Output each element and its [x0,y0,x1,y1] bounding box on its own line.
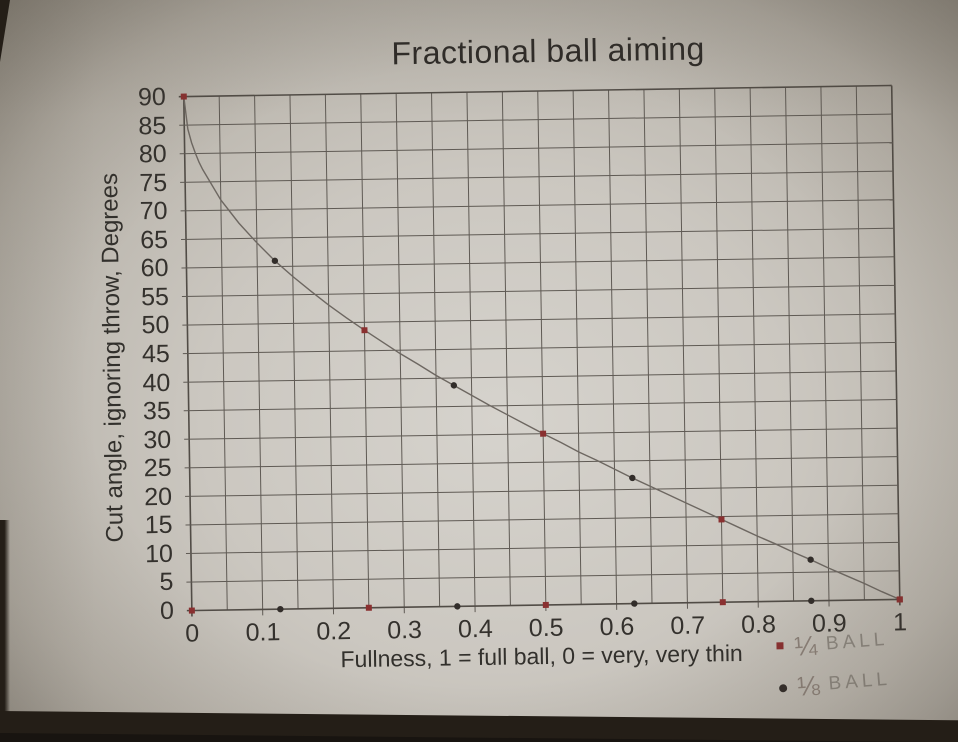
eighth-ball-data-marker [277,605,284,613]
quarter-ball-data-marker [718,516,725,523]
gridline-horizontal [184,456,898,469]
gridline-horizontal [180,170,894,183]
eighth-ball-data-marker [631,600,638,607]
gridline-vertical [749,87,759,608]
quarter-ball-data-marker [180,93,187,100]
eighth-ball-data-marker [450,382,458,389]
gridline-horizontal [186,570,900,583]
eighth-ball-marker-icon [779,684,788,693]
gridline-vertical [820,86,830,607]
gridline-vertical [254,95,264,616]
legend-word: BALL [827,668,892,695]
gridline-horizontal [185,484,898,497]
eighth-ball-data-marker [271,257,279,265]
gridline-horizontal [182,313,896,326]
gridline-vertical [324,94,335,615]
gridline-horizontal [181,256,895,269]
legend-fraction: ¼ [793,630,819,662]
quarter-ball-data-marker [365,604,372,611]
gridline-horizontal [179,113,893,126]
gridline-horizontal [182,341,896,355]
eighth-ball-data-marker [454,603,461,610]
eighth-ball-data-marker [808,597,815,605]
gridline-vertical [466,92,476,613]
gridline-horizontal [181,284,895,298]
gridline-vertical [678,88,688,609]
gridline-horizontal [183,399,897,412]
gridline-vertical [890,85,901,606]
legend-fraction: ⅛ [796,670,821,702]
gridline-vertical [537,91,547,611]
quarter-ball-marker-icon [776,642,784,650]
gridline-horizontal [181,227,894,240]
gridline-horizontal [179,142,893,155]
quarter-ball-data-marker [361,327,368,334]
gridline-vertical [608,89,618,610]
gridline-horizontal [178,84,892,98]
eighth-ball-data-marker [807,556,814,563]
legend-word: BALL [825,628,890,655]
cut-angle-curve [183,96,901,601]
gridline-horizontal [183,370,897,383]
quarter-ball-data-marker [540,430,547,437]
gridline-horizontal [185,513,899,526]
quarter-ball-data-marker [896,596,903,603]
quarter-ball-data-marker [542,601,549,609]
gridline-horizontal [185,541,899,555]
gridline-vertical [182,96,193,617]
quarter-ball-data-marker [188,607,195,614]
quarter-ball-data-marker [719,599,726,606]
eighth-ball-data-marker [629,474,636,482]
gridline-horizontal [180,199,894,212]
